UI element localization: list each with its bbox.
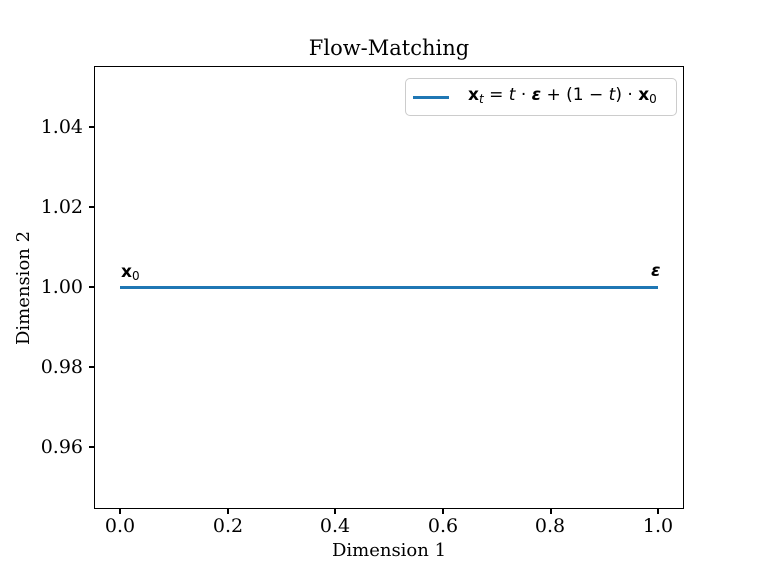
x-tick-label: 0.4 bbox=[319, 515, 351, 537]
x-tick-mark bbox=[550, 509, 552, 514]
series-line bbox=[120, 286, 658, 289]
y-tick-mark bbox=[89, 126, 94, 128]
y-tick-label: 1.04 bbox=[40, 116, 83, 138]
x-axis-label: Dimension 1 bbox=[331, 540, 447, 561]
x-tick-label: 0.2 bbox=[212, 515, 244, 537]
annotation-x0-subscript: 0 bbox=[131, 269, 140, 283]
x-tick-mark bbox=[334, 509, 336, 514]
annotation-x0-base: x bbox=[121, 262, 132, 282]
x-tick-label: 1.0 bbox=[642, 515, 674, 537]
legend-line-sample bbox=[413, 95, 449, 99]
y-tick-label: 1.02 bbox=[40, 196, 83, 218]
y-axis-label: Dimension 2 bbox=[13, 230, 34, 346]
legend: xt = t · ε + (1 − t) · x0 bbox=[405, 78, 677, 116]
x-tick-mark bbox=[119, 509, 121, 514]
x-tick-label: 0.8 bbox=[534, 515, 566, 537]
y-tick-mark bbox=[89, 366, 94, 368]
annotation-x0: x0 bbox=[121, 264, 140, 285]
y-tick-mark bbox=[89, 446, 94, 448]
x-tick-label: 0.0 bbox=[104, 515, 136, 537]
x-tick-mark bbox=[442, 509, 444, 514]
y-tick-mark bbox=[89, 206, 94, 208]
y-tick-label: 0.96 bbox=[40, 436, 83, 458]
x-tick-label: 0.6 bbox=[427, 515, 459, 537]
x-tick-mark bbox=[227, 509, 229, 514]
legend-label: xt = t · ε + (1 − t) · x0 bbox=[468, 85, 657, 106]
x-tick-mark bbox=[657, 509, 659, 514]
y-tick-label: 0.98 bbox=[40, 356, 83, 378]
annotation-epsilon: ε bbox=[651, 261, 661, 281]
y-tick-mark bbox=[89, 286, 94, 288]
y-tick-label: 1.00 bbox=[40, 276, 83, 298]
chart-title: Flow-Matching bbox=[308, 36, 470, 60]
